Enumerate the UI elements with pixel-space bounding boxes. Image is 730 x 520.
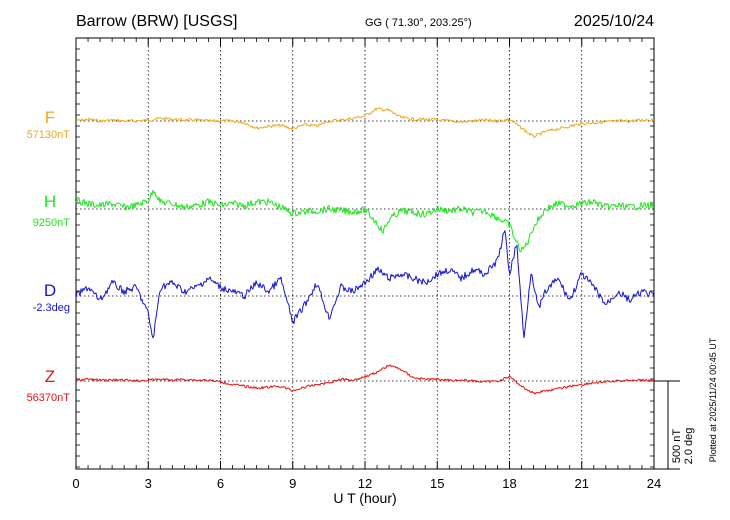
series-name-H: H [44, 192, 56, 211]
x-tick-label: 21 [575, 476, 589, 491]
x-tick-label: 24 [647, 476, 661, 491]
date-label: 2025/10/24 [574, 13, 654, 30]
scale-bar-deg: 2.0 deg [683, 428, 695, 465]
series-baseline-D: -2.3deg [33, 302, 70, 314]
series-line-D [75, 230, 655, 339]
grid-lines [147, 38, 583, 469]
x-tick-label: 18 [502, 476, 516, 491]
x-tick-labels: 0 3 6 9 12 15 18 21 24 [72, 476, 661, 491]
x-tick-label: 0 [72, 476, 79, 491]
station-title: Barrow (BRW) [USGS] [76, 13, 238, 30]
scale-bar-nt: 500 nT [671, 429, 683, 464]
scale-bar: 500 nT 2.0 deg [654, 380, 695, 470]
plotted-at-note: Plotted at 2025/11/24 00:45 UT [708, 337, 718, 462]
series-labels: F 57130nT H 9250nT D -2.3deg Z 56370nT [27, 108, 71, 404]
series-line-F [76, 107, 655, 138]
series-line-H [75, 189, 655, 253]
x-tick-label: 3 [145, 476, 152, 491]
axis-ticks [75, 38, 655, 469]
coordinates-label: GG ( 71.30°, 203.25°) [365, 17, 472, 29]
series-name-Z: Z [45, 367, 55, 386]
x-tick-label: 6 [217, 476, 224, 491]
series-lines [75, 107, 655, 395]
series-baseline-Z: 56370nT [27, 392, 71, 404]
series-baseline-H: 9250nT [33, 217, 71, 229]
x-tick-label: 15 [430, 476, 444, 491]
x-axis-label: U T (hour) [333, 490, 396, 506]
x-tick-label: 9 [289, 476, 296, 491]
series-baseline-F: 57130nT [27, 129, 71, 141]
series-name-F: F [45, 108, 55, 127]
x-tick-label: 12 [358, 476, 372, 491]
series-line-Z [75, 364, 655, 395]
series-name-D: D [44, 281, 56, 300]
